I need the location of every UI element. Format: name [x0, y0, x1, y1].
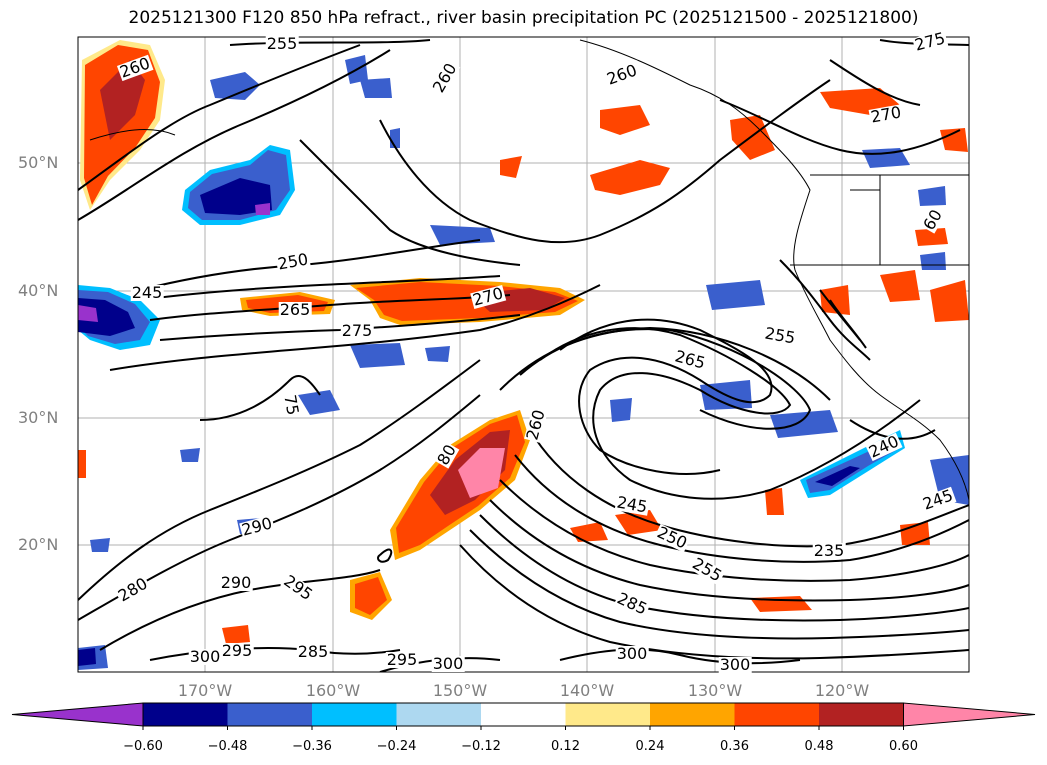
lat-label-40n: 40°N — [18, 281, 59, 300]
colorbar-tick-label: 0.36 — [720, 739, 749, 754]
colorbar-segment — [396, 703, 482, 726]
contour-label: 300 — [718, 655, 752, 674]
contour-label: 235 — [812, 541, 846, 560]
contour-label: 75 — [280, 392, 303, 418]
map-canvas — [77, 36, 970, 673]
colorbar-tick-label: 0.12 — [551, 739, 580, 754]
colorbar-segment — [481, 703, 566, 726]
contour-label: 300 — [615, 644, 649, 663]
colorbar-frame — [142, 702, 904, 727]
lon-label-160w: 160°W — [305, 681, 361, 700]
colorbar-segment — [565, 703, 651, 726]
refractivity-contours — [78, 39, 969, 672]
lat-label-50n: 50°N — [18, 153, 59, 172]
colorbar-tick-label: −0.48 — [207, 739, 248, 754]
colorbar-tick-label: −0.12 — [461, 739, 501, 754]
contour-label: 295 — [385, 650, 419, 669]
colorbar-segment — [312, 703, 397, 726]
colorbar-extend-low — [11, 702, 144, 727]
contour-label: 275 — [340, 321, 374, 340]
colorbar-tick-label: 0.60 — [889, 739, 918, 754]
lon-label-140w: 140°W — [559, 681, 615, 700]
colorbar-segment — [650, 703, 735, 726]
contour-label: 300 — [431, 654, 465, 673]
colorbar-extend-high — [903, 702, 1036, 727]
contour-label: 300 — [188, 647, 222, 666]
positive-anomaly-patches — [78, 40, 969, 644]
colorbar-tick-label: −0.36 — [292, 739, 332, 754]
lon-label-120w: 120°W — [814, 681, 870, 700]
contour-label: 255 — [265, 34, 299, 53]
colorbar-segment — [734, 703, 820, 726]
coastlines — [89, 39, 969, 501]
map-frame — [77, 36, 970, 673]
colorbar-tick-label: 0.48 — [804, 739, 834, 754]
lat-label-20n: 20°N — [18, 535, 59, 554]
lon-label-150w: 150°W — [432, 681, 488, 700]
contour-label: 295 — [220, 641, 254, 660]
contour-label: 285 — [296, 642, 330, 661]
colorbar-segment — [819, 703, 904, 726]
colorbar-segment — [227, 703, 313, 726]
lon-label-130w: 130°W — [687, 681, 743, 700]
colorbar-tick-label: 0.24 — [635, 739, 665, 754]
colorbar-segment — [143, 703, 228, 726]
contour-label: 245 — [130, 283, 164, 302]
contour-label: 290 — [219, 573, 253, 592]
colorbar-tick-label: −0.24 — [376, 739, 417, 754]
lon-label-170w: 170°W — [177, 681, 233, 700]
contour-label: 265 — [278, 300, 312, 319]
map-title: 2025121300 F120 850 hPa refract., river … — [128, 8, 919, 28]
colorbar-tick-label: −0.60 — [123, 739, 163, 754]
lat-label-30n: 30°N — [18, 408, 59, 427]
